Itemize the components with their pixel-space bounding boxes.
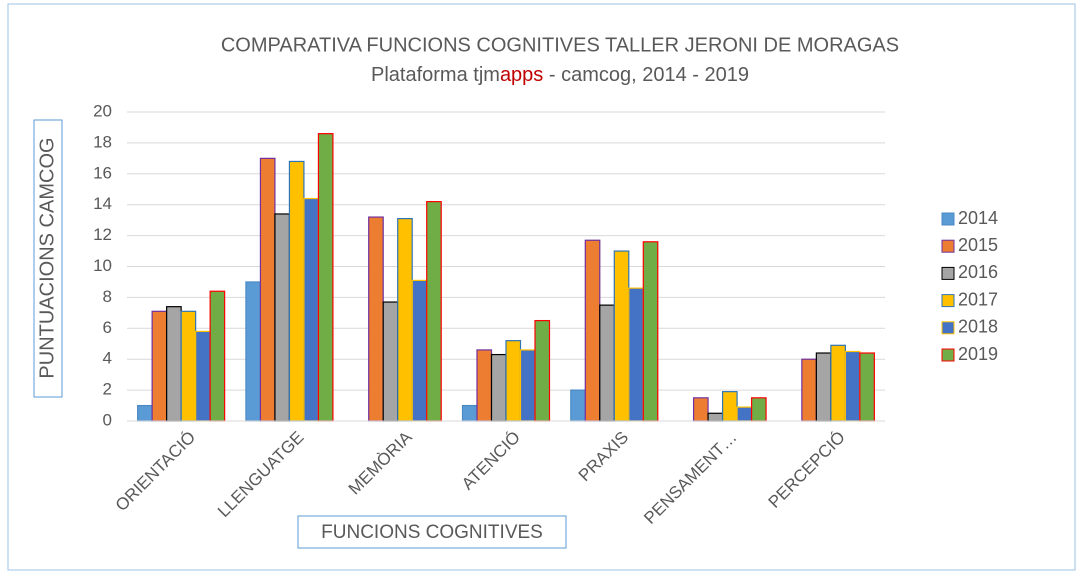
subtitle-part: Plataforma tjm [371,64,500,86]
bar [303,197,320,422]
y-tick-label: 20 [93,101,112,120]
y-tick-label: 18 [93,132,112,151]
bar [830,344,846,422]
legend-label: 2018 [958,317,998,337]
x-tick-label: ATENCIÓ [458,428,524,494]
bar [505,340,522,422]
x-tick-label: ORIENTACIÓ [112,428,199,515]
y-tick-label: 12 [93,225,112,244]
bar [599,304,615,422]
bar [411,279,428,422]
y-tick-label: 0 [103,410,112,429]
bar [490,353,507,422]
x-tick-label: MEMÒRIA [345,427,416,498]
legend-swatch [941,266,955,280]
legend-label: 2015 [958,235,998,255]
x-tick-label: LLENGUATGE [214,428,307,521]
x-tick-label: PERCEPCIÓ [765,428,849,512]
y-label-box [33,119,63,398]
bar [426,201,442,422]
y-tick-label: 2 [103,380,112,399]
bar [461,404,478,422]
y-tick-label: 14 [93,194,112,213]
legend-swatch [941,348,955,362]
bar [692,397,709,422]
bar [317,133,334,422]
y-tick-label: 6 [103,318,112,337]
bar [736,406,753,422]
legend-swatch [941,321,955,335]
y-tick-label: 16 [93,163,112,182]
bar [288,160,305,422]
y-tick-label: 4 [103,349,112,368]
legend-label: 2019 [958,344,998,364]
x-tick-label: PENSAMENT… [640,428,740,528]
legend-swatch [941,294,955,308]
legend-label: 2014 [958,208,998,228]
y-axis-label: PUNTUACIONS CAMCOG [36,137,58,378]
bar [151,310,168,422]
bar [570,389,586,422]
bar [613,250,630,422]
bar [750,397,767,422]
bar [274,213,291,422]
bar [642,241,659,422]
x-label-box [297,515,567,549]
legend-swatch [941,212,955,226]
bar [519,349,536,422]
legend-swatch [941,239,955,253]
bar [259,157,276,422]
bar [368,216,384,422]
bar [195,330,211,422]
bar [397,218,413,422]
bar [844,350,861,422]
bar [137,404,153,422]
y-tick-label: 8 [103,287,112,306]
subtitle-part: - camcog, 2014 - 2019 [543,64,749,86]
bar [245,281,262,422]
bar [476,349,493,422]
bar [180,310,197,422]
bar [584,239,601,422]
chart-border [7,3,1076,571]
legend-label: 2017 [958,289,998,309]
y-tick-label: 10 [93,256,112,275]
bar [382,301,399,422]
subtitle-part: apps [500,64,543,86]
bar [801,358,817,422]
bar [628,287,644,422]
bar [721,391,738,422]
x-tick-label: PRAXIS [575,428,633,486]
bar [707,412,724,422]
chart-subtitle: Plataforma tjmapps - camcog, 2014 - 2019 [371,64,749,86]
chart-title: COMPARATIVA FUNCIONS COGNITIVES TALLER J… [221,34,899,56]
bar [815,352,832,422]
legend-label: 2016 [958,262,998,282]
bar [166,306,182,422]
bar [209,290,226,422]
x-axis-label: FUNCIONS COGNITIVES [321,522,543,543]
bar [534,319,551,422]
bar [859,352,875,422]
